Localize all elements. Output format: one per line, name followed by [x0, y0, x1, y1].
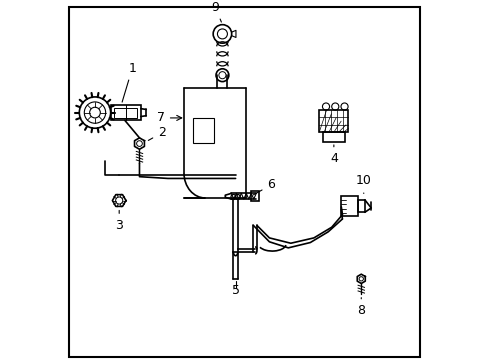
Bar — [341, 196, 358, 216]
Text: 4: 4 — [329, 145, 337, 165]
Text: 10: 10 — [355, 175, 371, 193]
Bar — [250, 190, 258, 201]
Bar — [192, 118, 213, 143]
Bar — [358, 200, 364, 212]
Text: 2: 2 — [148, 126, 165, 140]
Text: 3: 3 — [115, 210, 123, 232]
Bar — [322, 132, 344, 142]
Text: 6: 6 — [253, 178, 275, 195]
Bar — [114, 108, 137, 118]
Text: 5: 5 — [231, 284, 239, 297]
Bar — [319, 110, 348, 132]
Text: 8: 8 — [357, 298, 365, 318]
Text: 9: 9 — [211, 1, 221, 22]
Text: 7: 7 — [157, 112, 182, 125]
Bar — [110, 105, 141, 120]
Text: 1: 1 — [122, 62, 136, 102]
